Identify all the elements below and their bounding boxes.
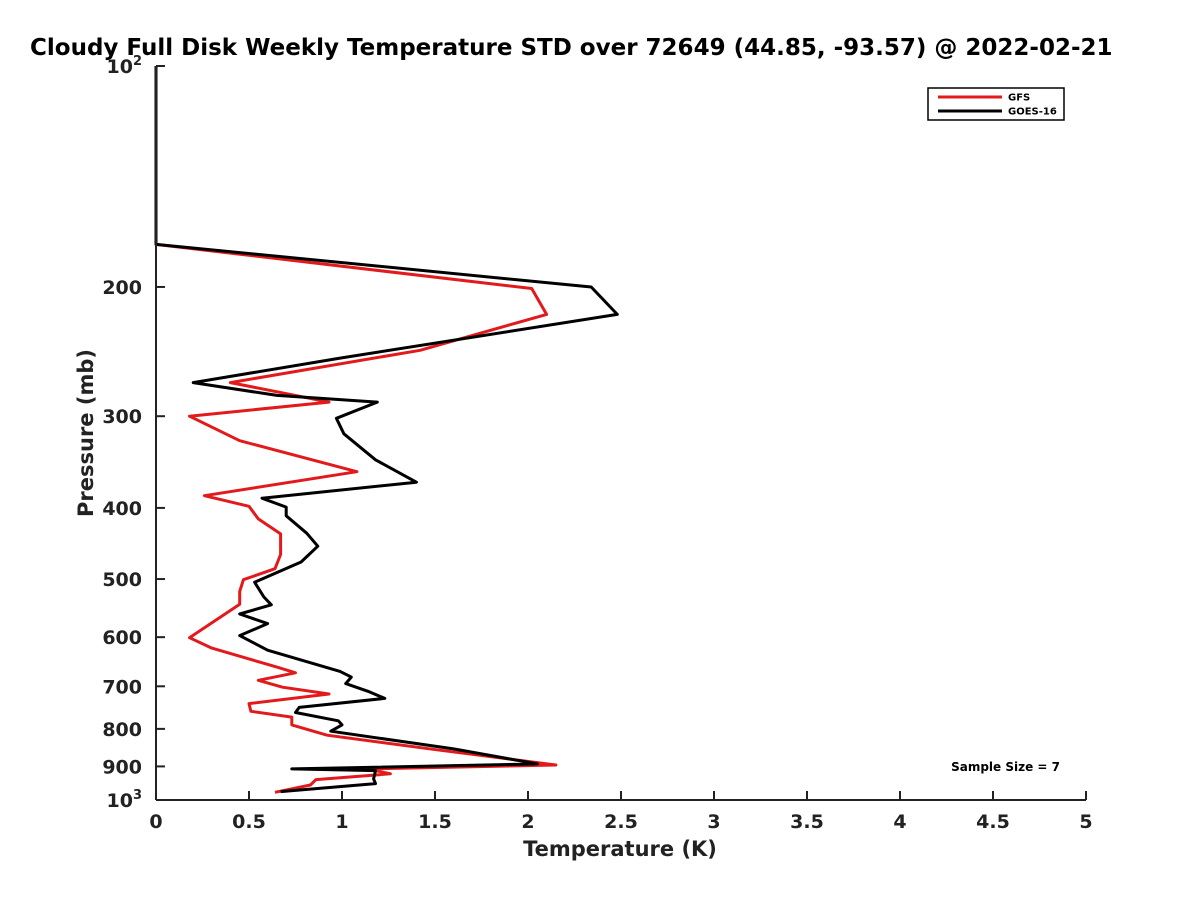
x-tick-label-7: 3.5 <box>790 811 824 833</box>
ticks: 0 0.5 1 1.5 2 2.5 3 3.5 4 4.5 5 102 200 300 400 500 600 7… <box>102 54 1092 833</box>
x-tick-label-0: 0 <box>149 811 162 833</box>
legend-box <box>927 87 1065 121</box>
annotation-0: Sample Size = 7 <box>951 760 1060 774</box>
annotations: Sample Size = 7 <box>951 760 1060 774</box>
y-axis-label: Pressure (mb) <box>74 349 98 517</box>
legend: GFS GOES-16 <box>927 87 1065 121</box>
legend-label-0: GFS <box>1008 93 1030 104</box>
x-axis-label: Temperature (K) <box>523 837 717 861</box>
x-tick-label-9: 4.5 <box>976 811 1010 833</box>
x-tick-label-5: 2.5 <box>604 811 638 833</box>
x-tick-label-6: 3 <box>707 811 720 833</box>
y-tick-label-4: 500 <box>102 569 142 591</box>
plot-lines <box>154 66 619 794</box>
y-tick-label-8: 900 <box>102 756 142 778</box>
y-tick-label-5: 600 <box>102 627 142 649</box>
y-tick-label-3: 400 <box>102 498 142 520</box>
x-tick-label-4: 2 <box>521 811 534 833</box>
y-tick-label-2: 300 <box>102 406 142 428</box>
chart-title: Cloudy Full Disk Weekly Temperature STD … <box>30 35 1113 61</box>
y-tick-label-1: 200 <box>102 277 142 299</box>
x-tick-label-1: 0.5 <box>232 811 266 833</box>
y-tick-label-9: 103 <box>107 788 143 812</box>
x-tick-label-8: 4 <box>893 811 906 833</box>
series-line-1 <box>154 66 619 794</box>
series-line-0 <box>154 66 558 794</box>
y-tick-label-7: 800 <box>102 719 142 741</box>
x-tick-label-3: 1.5 <box>418 811 452 833</box>
x-tick-label-2: 1 <box>335 811 348 833</box>
legend-label-1: GOES-16 <box>1008 107 1057 118</box>
y-tick-label-0: 102 <box>107 54 143 78</box>
y-tick-label-6: 700 <box>102 676 142 698</box>
x-tick-label-10: 5 <box>1079 811 1092 833</box>
